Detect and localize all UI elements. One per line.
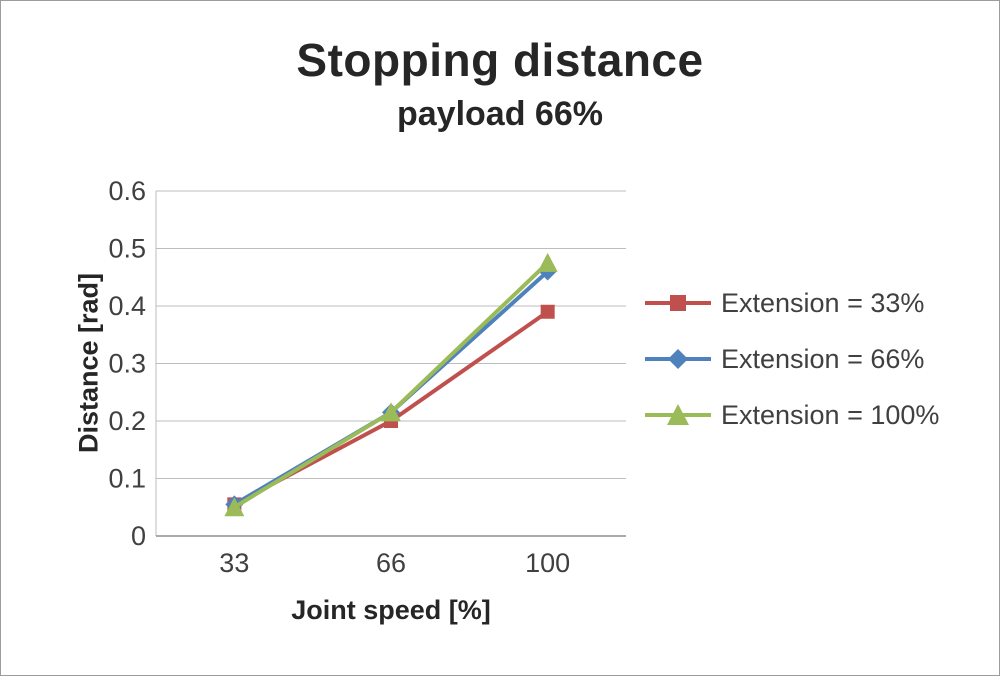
x-axis-title: Joint speed [%] (291, 595, 491, 625)
legend-swatch (645, 404, 711, 425)
legend-label: Extension = 66% (721, 343, 925, 374)
legend-swatch (645, 295, 711, 311)
x-tick-label: 33 (219, 548, 249, 576)
y-tick-label: 0.3 (108, 349, 146, 379)
legend-item: Extension = 100% (643, 399, 939, 431)
y-tick-label: 0.2 (108, 406, 146, 436)
legend-item: Extension = 33% (643, 287, 939, 319)
y-tick-label: 0 (131, 521, 146, 551)
marker-triangle (667, 404, 689, 425)
series-line (232, 260, 550, 510)
marker-triangle (537, 252, 558, 272)
chart-title: Stopping distance (296, 34, 704, 86)
x-tick-label: 66 (376, 548, 406, 576)
legend: Extension = 33% Extension = 66% Extension … (643, 287, 939, 455)
y-tick-label: 0.6 (108, 176, 146, 206)
legend-item: Extension = 66% (643, 343, 939, 375)
marker-diamond (668, 349, 688, 369)
y-tick-label: 0.1 (108, 464, 146, 494)
y-tick-label: 0.4 (108, 291, 146, 321)
marker-square (540, 304, 555, 319)
marker-triangle (381, 402, 401, 422)
x-tick-label: 100 (525, 548, 570, 576)
marker-triangle (224, 497, 245, 517)
marker-square (670, 295, 686, 311)
legend-label: Extension = 33% (721, 287, 925, 318)
y-tick-label: 0.5 (108, 234, 146, 264)
chart-subtitle: payload 66% (397, 95, 603, 133)
legend-label: Extension = 100% (721, 399, 940, 430)
legend-swatch (645, 349, 711, 369)
plot-area: 0 0.1 0.2 0.3 0.4 0.5 0.6 33 66 100 (108, 176, 626, 576)
